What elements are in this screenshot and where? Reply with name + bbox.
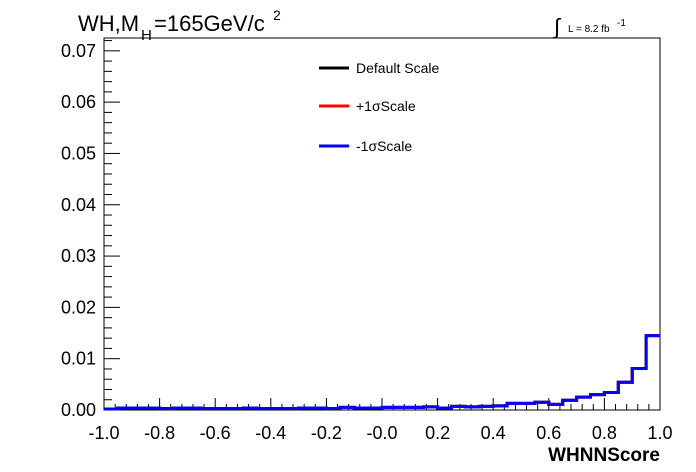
x-tick-label: 0.2 (425, 423, 450, 443)
lumi-exponent: -1 (617, 18, 626, 29)
y-tick-label: 0.06 (61, 92, 96, 112)
x-tick-label: 0.6 (536, 423, 561, 443)
y-tick-label: 0.03 (61, 246, 96, 266)
y-axis-tick-labels: 0.00 0.01 0.02 0.03 0.04 0.05 0.06 0.07 (61, 41, 96, 420)
x-tick-label: 0.4 (481, 423, 506, 443)
series-line-2 (104, 334, 660, 411)
y-tick-label: 0.02 (61, 297, 96, 317)
svg-text:∫: ∫ (552, 14, 562, 39)
x-tick-label: -0.2 (311, 423, 342, 443)
chart-title: WH,M H =165GeV/c 2 (78, 7, 281, 44)
svg-text:L = 8.2 fb: L = 8.2 fb (568, 24, 610, 35)
title-superscript: 2 (273, 7, 281, 23)
x-tick-label: -0.0 (366, 423, 397, 443)
x-tick-label: -0.4 (255, 423, 286, 443)
x-tick-label: 1.0 (647, 423, 672, 443)
title-subscript: H (141, 27, 152, 44)
y-tick-label: 0.04 (61, 195, 96, 215)
histogram-series (104, 334, 660, 411)
svg-text:2: 2 (273, 7, 281, 23)
plot-frame (103, 37, 661, 411)
legend: Default Scale +1σScale -1σScale (319, 60, 439, 154)
x-axis-title: WHNNScore (548, 445, 660, 466)
x-tick-label: -0.8 (144, 423, 175, 443)
y-tick-label: 0.01 (61, 349, 96, 369)
svg-text:=165GeV/c: =165GeV/c (154, 11, 265, 36)
x-tick-label: -1.0 (88, 423, 119, 443)
y-axis-ticks (104, 40, 120, 411)
title-main: WH,M (78, 11, 139, 36)
y-tick-label: 0.05 (61, 143, 96, 163)
x-tick-label: -0.6 (200, 423, 231, 443)
y-tick-label: 0.00 (61, 400, 96, 420)
title-equals: =165GeV/c (154, 11, 265, 36)
legend-label-0: Default Scale (356, 60, 439, 76)
lumi-text: L = 8.2 fb (568, 24, 610, 35)
svg-text:-1: -1 (617, 18, 626, 29)
svg-text:H: H (141, 27, 152, 44)
legend-label-1: +1σScale (356, 98, 416, 114)
svg-text:WH,M: WH,M (78, 11, 139, 36)
legend-label-2: -1σScale (356, 138, 412, 154)
luminosity-label: ∫ L = 8.2 fb -1 (552, 14, 626, 39)
x-tick-label: 0.8 (592, 423, 617, 443)
x-axis-tick-labels: -1.0 -0.8 -0.6 -0.4 -0.2 -0.0 0.2 0.4 0.6 0.8 1.0 (88, 423, 672, 443)
y-tick-label: 0.07 (61, 41, 96, 61)
lumi-integral-sign: ∫ (552, 14, 562, 39)
